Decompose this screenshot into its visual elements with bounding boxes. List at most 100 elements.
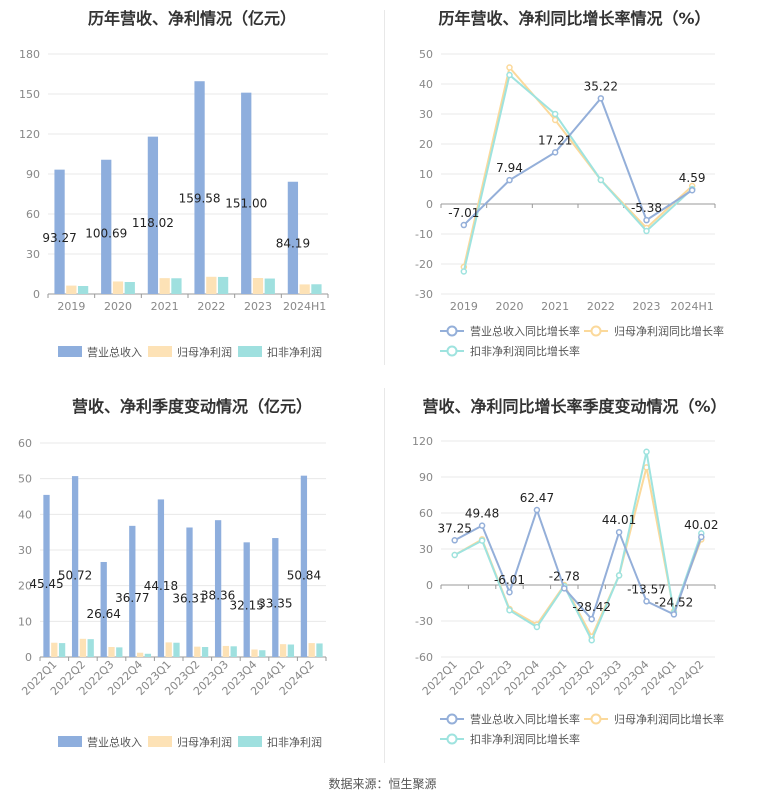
y-tick-label: 150 [19, 88, 40, 101]
series-point-0 [460, 221, 468, 229]
legend-swatch [238, 736, 262, 747]
line-value-label: 49.48 [465, 507, 499, 521]
series-point-1 [551, 116, 559, 124]
bar-2 [173, 642, 180, 657]
bar-1 [308, 643, 315, 657]
bar-value-label: 36.77 [115, 591, 149, 605]
chart-title: 历年营收、净利情况（亿元） [87, 9, 296, 28]
line-value-label: 4.59 [679, 171, 706, 185]
series-point-0 [670, 611, 678, 618]
bar-2 [116, 647, 123, 657]
line-value-label: -24.52 [655, 595, 694, 609]
annual-line-chart: -30 -20 -10 0 10 20 30 40 50 2019 2020 2021 2022 2023… [415, 48, 724, 358]
x-tick-label: 2024H1 [283, 300, 326, 313]
series-point-0 [615, 528, 623, 536]
legend-label: 扣非净利润 [267, 735, 322, 749]
series-point-1 [506, 64, 513, 71]
bar-1 [279, 644, 287, 657]
bar-value-label: 50.72 [58, 569, 92, 583]
legend-swatch [148, 346, 172, 357]
bar-value-label: 26.64 [87, 607, 121, 621]
bar-value-label: 93.27 [42, 231, 76, 245]
y-tick-label: 30 [26, 248, 40, 261]
bar-2 [217, 276, 229, 294]
chart-title: 历年营收、净利同比增长率情况（%） [438, 9, 711, 28]
legend-label: 归母净利润 [177, 735, 232, 749]
annual-line-panel: 历年营收、净利同比增长率情况（%） -30 -20 -10 0 10 20 30 40 50 20… [384, 0, 765, 370]
bar-0 [194, 81, 205, 294]
line-value-label: -6.01 [494, 573, 525, 587]
bar-1 [66, 285, 77, 294]
legend-label: 扣非净利润同比增长率 [470, 732, 580, 746]
series-point-2 [597, 176, 605, 184]
legend-swatch [58, 736, 82, 747]
bar-1 [159, 278, 170, 294]
bar-2 [171, 278, 182, 294]
bar-0 [54, 169, 65, 294]
bar-0 [186, 527, 193, 657]
legend-marker [590, 713, 602, 725]
quarter-line-panel: 营收、净利同比增长率季度变动情况（%） -60 -30 0 30 60 90 120 2022… [384, 380, 765, 765]
legend-marker [446, 325, 458, 337]
y-tick-label: 30 [18, 544, 32, 557]
bar-0 [71, 476, 79, 657]
bar-1 [206, 276, 217, 294]
x-tick-label: 2021 [541, 300, 569, 313]
legend-swatch [58, 346, 82, 357]
bar-value-label: 32.15 [230, 598, 264, 612]
line-value-label: 17.21 [538, 133, 572, 147]
line-value-label: 7.94 [496, 161, 523, 175]
y-tick-label: 20 [419, 138, 433, 151]
bar-2 [264, 278, 275, 294]
y-tick-label: 90 [419, 471, 433, 484]
bar-1 [112, 281, 124, 294]
legend-swatch [148, 736, 172, 747]
legend-marker [446, 733, 458, 745]
series-point-2 [478, 537, 486, 544]
line-value-label: 35.22 [584, 79, 618, 93]
series-point-2 [451, 551, 458, 559]
series-point-0 [506, 176, 513, 184]
y-tick-label: 0 [426, 198, 433, 211]
legend-label: 归母净利润同比增长率 [614, 324, 724, 338]
series-point-0 [688, 186, 696, 194]
y-tick-label: 60 [419, 507, 433, 520]
bar-value-label: 45.45 [29, 577, 63, 591]
series-point-2 [588, 636, 595, 644]
bar-1 [299, 284, 310, 294]
bar-2 [58, 643, 66, 657]
bar-2 [87, 639, 94, 657]
bar-value-label: 33.35 [258, 596, 292, 610]
bar-value-label: 84.19 [276, 236, 310, 250]
y-tick-label: 40 [18, 508, 32, 521]
legend-marker [446, 713, 458, 725]
line-value-label: 62.47 [520, 491, 554, 505]
annual-bar-panel: 历年营收、净利情况（亿元） 0 30 60 90 120 150 180 2019 2020 20… [0, 0, 384, 370]
y-tick-label: 0 [25, 651, 32, 664]
bar-2 [311, 284, 322, 294]
line-value-label: 37.25 [438, 521, 472, 535]
y-tick-label: 0 [33, 288, 40, 301]
bar-1 [251, 649, 258, 657]
y-tick-label: 20 [18, 580, 32, 593]
y-tick-label: 120 [412, 435, 433, 448]
legend-label: 营业总收入同比增长率 [470, 324, 580, 338]
bar-0 [300, 475, 308, 657]
chart-title: 营收、净利季度变动情况（亿元） [71, 397, 312, 416]
series-point-0 [451, 537, 458, 544]
bar-2 [316, 643, 323, 657]
series-point-0 [597, 95, 605, 102]
series-point-0 [506, 588, 513, 596]
y-tick-label: -30 [415, 288, 433, 301]
legend-label: 扣非净利润同比增长率 [470, 344, 580, 358]
bar-2 [287, 644, 295, 657]
bar-0 [157, 499, 165, 657]
x-tick-label: 2022 [197, 300, 225, 313]
bar-2 [259, 650, 266, 657]
series-point-2 [506, 606, 513, 614]
bar-value-label: 44.18 [144, 579, 178, 593]
x-tick-label: 2024H1 [671, 300, 714, 313]
series-line-2 [462, 73, 693, 272]
y-tick-label: 90 [26, 168, 40, 181]
bar-1 [79, 638, 87, 657]
